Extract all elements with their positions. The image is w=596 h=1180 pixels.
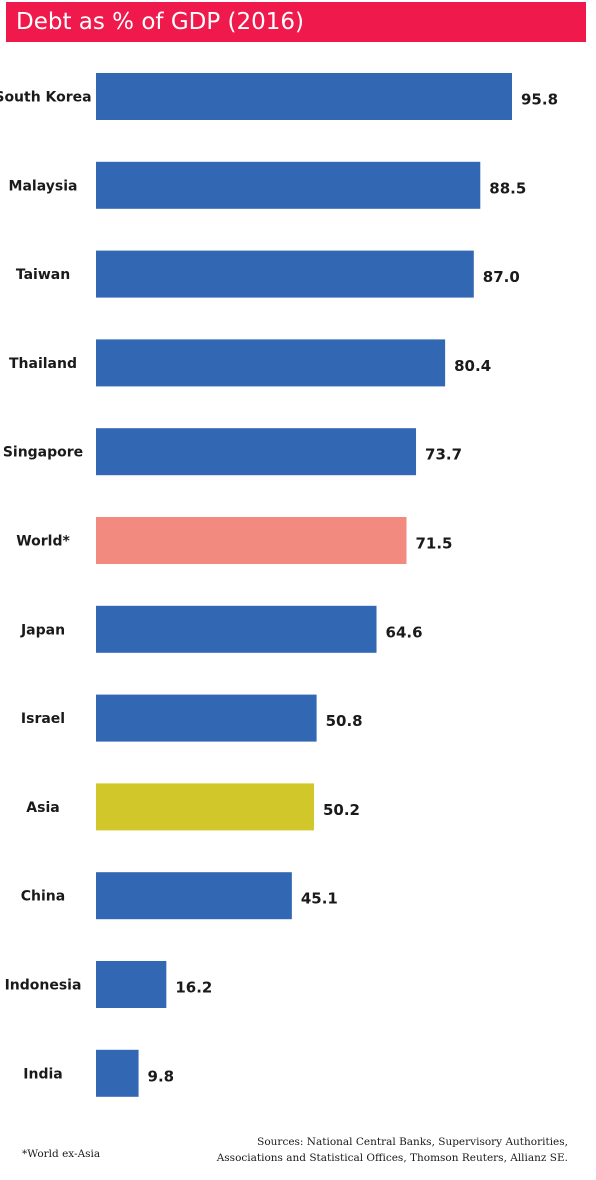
value-label-world: 71.5 <box>415 535 452 553</box>
value-label-thailand: 80.4 <box>454 357 491 375</box>
category-label-china: China <box>21 889 65 905</box>
bar-india <box>96 1049 139 1097</box>
value-label-china: 45.1 <box>301 890 338 908</box>
category-label-indonesia: Indonesia <box>5 978 82 994</box>
value-label-south-korea: 95.8 <box>521 91 558 109</box>
category-label-thailand: Thailand <box>9 356 77 372</box>
value-label-asia: 50.2 <box>323 801 360 819</box>
category-label-singapore: Singapore <box>3 445 83 461</box>
bar-singapore <box>96 428 417 476</box>
footnote: *World ex-Asia <box>22 1148 101 1160</box>
category-label-taiwan: Taiwan <box>16 267 70 283</box>
bar-world <box>96 517 407 564</box>
sources-line-1: Sources: National Central Banks, Supervi… <box>257 1136 568 1148</box>
category-label-india: India <box>23 1066 62 1082</box>
category-label-israel: Israel <box>21 711 65 727</box>
bar-south-korea <box>96 73 512 120</box>
sources-line-2: Associations and Statistical Offices, Th… <box>216 1152 568 1164</box>
category-label-world: World* <box>16 534 70 550</box>
bar-chart: South Korea 95.8 Malaysia 88.5 Taiwan 87.0 Tha… <box>0 73 558 1097</box>
sources-note: Sources: National Central Banks, Supervi… <box>217 1134 568 1166</box>
value-label-indonesia: 16.2 <box>175 979 212 997</box>
bar-malaysia <box>96 161 481 209</box>
category-label-asia: Asia <box>26 800 59 816</box>
category-label-japan: Japan <box>20 622 65 638</box>
value-label-malaysia: 88.5 <box>489 179 526 197</box>
bar-thailand <box>96 339 446 387</box>
category-label-malaysia: Malaysia <box>9 178 78 194</box>
chart-title-bar: Debt as % of GDP (2016) <box>6 2 586 42</box>
bar-israel <box>96 694 317 742</box>
bar-japan <box>96 605 377 653</box>
value-label-singapore: 73.7 <box>425 446 462 464</box>
bar-asia <box>96 783 314 831</box>
bar-china <box>96 872 292 920</box>
value-label-india: 9.8 <box>148 1067 175 1085</box>
value-label-japan: 64.6 <box>386 623 423 641</box>
value-label-taiwan: 87.0 <box>483 268 520 286</box>
chart-title: Debt as % of GDP (2016) <box>16 9 305 35</box>
bar-taiwan <box>96 250 474 298</box>
category-label-south-korea: South Korea <box>0 90 92 106</box>
value-label-israel: 50.8 <box>326 712 363 730</box>
bar-indonesia <box>96 961 167 1008</box>
